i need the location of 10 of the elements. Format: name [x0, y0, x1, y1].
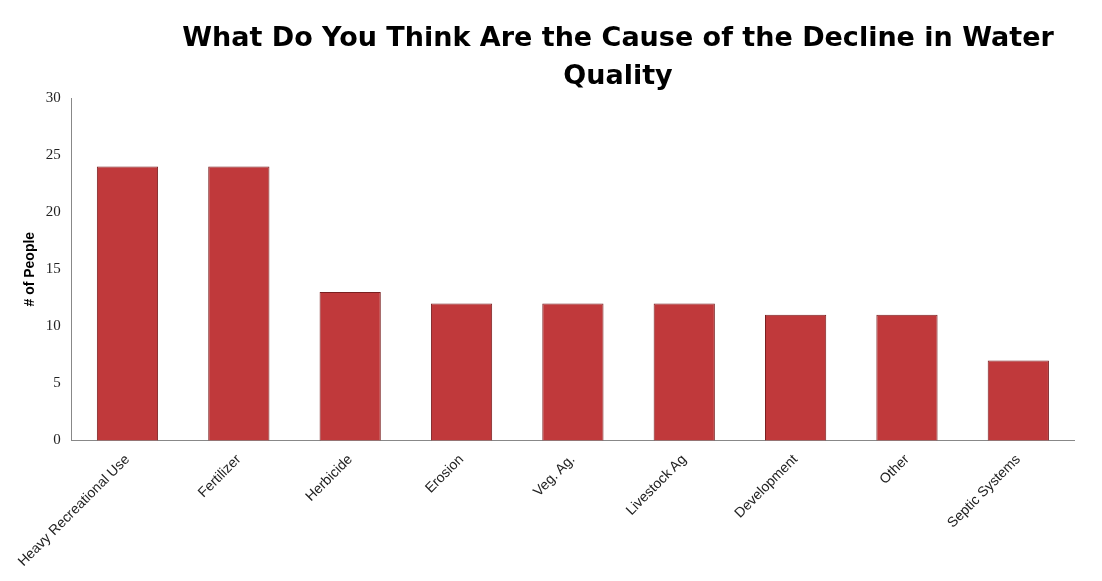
y-tick-label: 5 — [53, 374, 61, 391]
y-tick-label: 15 — [45, 260, 61, 277]
y-axis-title: # of People — [21, 231, 38, 307]
y-tick-label: 25 — [45, 146, 61, 162]
x-tick-label: Veg. Ag. — [529, 450, 578, 500]
chart-title: What Do You Think Are the Cause of the Decline in Water Quality — [181, 20, 1055, 92]
y-tick-label: 20 — [45, 203, 61, 220]
y-tick-label: 30 — [45, 88, 61, 105]
y-tick-label: 10 — [45, 317, 61, 334]
y-tick-label: 0 — [53, 431, 61, 448]
